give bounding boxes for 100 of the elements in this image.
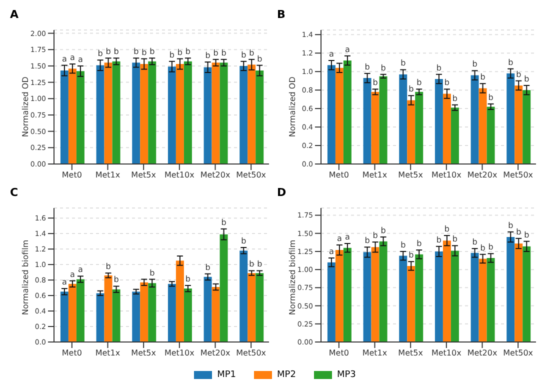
bar — [522, 90, 531, 164]
x-tick-label: Met0 — [328, 348, 349, 358]
data-label: b — [185, 47, 190, 56]
bar — [148, 283, 156, 342]
x-tick-label: Met5x — [398, 170, 424, 180]
data-label: b — [241, 236, 246, 246]
data-label: a — [336, 234, 342, 243]
data-label: a — [344, 44, 350, 54]
legend-label: MP3 — [336, 370, 356, 380]
data-label: b — [380, 63, 386, 72]
data-label: b — [150, 268, 155, 278]
y-axis-title: Normalized OD — [288, 76, 297, 137]
bar — [176, 260, 184, 342]
x-tick-label: Met10x — [431, 170, 462, 180]
x-tick-label: Met50x — [236, 348, 266, 358]
legend-label: MP2 — [277, 370, 296, 380]
chart-title: B — [277, 8, 286, 21]
x-tick-label: Met20x — [200, 348, 230, 358]
legend-label: MP1 — [217, 370, 236, 380]
data-label: b — [372, 78, 378, 88]
bar — [514, 243, 523, 342]
bar — [486, 106, 495, 164]
bar — [478, 88, 487, 164]
x-tick-label: Met5x — [398, 348, 424, 358]
x-tick-label: Met0 — [328, 170, 349, 180]
data-label: a — [70, 270, 75, 279]
bar — [434, 78, 443, 164]
x-tick-label: Met0 — [62, 348, 82, 358]
y-axis-title: Normalized biofilm — [288, 240, 297, 315]
data-label: b — [205, 51, 210, 60]
data-label: b — [134, 47, 139, 56]
data-label: b — [408, 250, 414, 260]
data-label: b — [452, 94, 458, 103]
data-label: b — [524, 230, 530, 240]
data-label: b — [213, 48, 218, 58]
x-tick-label: Met20x — [200, 170, 230, 180]
y-axis-title: Normalized biofilm — [20, 240, 30, 315]
y-axis-title: Normalized OD — [20, 76, 30, 137]
bar — [104, 275, 112, 342]
bar — [470, 75, 479, 164]
data-label: b — [508, 220, 514, 230]
data-label: b — [480, 72, 486, 82]
x-tick-label: Met10x — [164, 348, 195, 358]
x-tick-label: Met10x — [164, 170, 195, 180]
bar — [379, 76, 388, 164]
data-label: b — [106, 47, 111, 56]
data-label: b — [416, 239, 422, 248]
data-label: b — [444, 224, 450, 234]
bar — [442, 94, 451, 164]
bar — [470, 252, 479, 342]
data-label: b — [106, 262, 111, 272]
x-tick-label: Met1x — [362, 348, 388, 358]
bar — [327, 262, 336, 342]
data-label: a — [328, 246, 334, 256]
data-label: b — [249, 48, 254, 58]
bar — [522, 246, 531, 342]
data-label: b — [142, 48, 147, 57]
data-label: b — [114, 47, 119, 56]
data-label: b — [150, 47, 155, 56]
x-tick-label: Met20x — [467, 170, 498, 180]
bar — [407, 100, 416, 164]
bar — [343, 60, 352, 164]
data-label: b — [488, 242, 494, 252]
chart-title: A — [10, 8, 19, 21]
bar — [343, 248, 352, 342]
bar — [132, 292, 140, 342]
bar — [184, 288, 192, 342]
x-tick-label: Met20x — [467, 348, 498, 358]
bar — [204, 276, 212, 342]
bar — [371, 247, 380, 342]
x-tick-label: Met5x — [131, 348, 156, 358]
data-label: b — [416, 78, 422, 88]
bar — [399, 256, 408, 342]
bar — [68, 284, 76, 342]
x-tick-label: Met0 — [62, 170, 82, 180]
x-tick-label: Met50x — [236, 170, 266, 180]
bar — [327, 65, 336, 164]
bar — [140, 282, 148, 342]
bar — [450, 250, 459, 342]
x-tick-label: Met1x — [95, 170, 120, 180]
data-label: b — [98, 49, 103, 58]
bar — [212, 287, 220, 342]
data-label: b — [205, 262, 210, 272]
bar — [506, 73, 515, 164]
bar — [96, 293, 104, 342]
data-label: b — [516, 70, 522, 79]
bar — [415, 254, 424, 342]
bar — [379, 241, 388, 342]
data-label: b — [400, 240, 406, 250]
data-label: b — [169, 50, 174, 60]
bar — [256, 273, 264, 342]
data-label: b — [257, 260, 262, 269]
x-tick-label: Met1x — [95, 348, 120, 358]
data-label: b — [452, 234, 458, 244]
bar — [363, 78, 372, 164]
data-label: b — [436, 63, 442, 72]
bar — [335, 250, 344, 342]
bar — [415, 92, 424, 164]
data-label: a — [328, 49, 334, 58]
data-label: b — [257, 54, 262, 64]
